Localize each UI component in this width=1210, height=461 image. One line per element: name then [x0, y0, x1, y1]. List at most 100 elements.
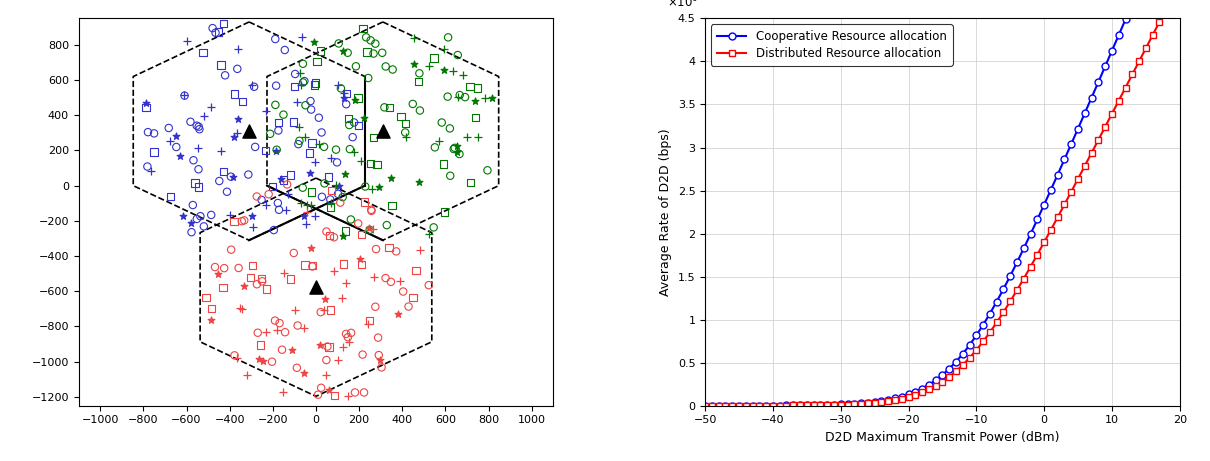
Point [438, 34, 457, 41]
Point [255, 147, 275, 154]
Point [276, 206, 295, 213]
Point [334, 343, 353, 350]
Point [321, 154, 340, 161]
Point [292, 81, 311, 89]
Point [252, 196, 271, 204]
Point [252, 274, 271, 282]
Point [243, 224, 263, 231]
Point [363, 225, 382, 232]
Point [438, 93, 457, 100]
Point [227, 129, 247, 136]
Point [306, 284, 325, 291]
Point [382, 201, 402, 209]
Point [212, 61, 231, 69]
Point [302, 139, 322, 147]
Point [476, 94, 495, 101]
Point [188, 144, 207, 152]
Point [188, 215, 207, 223]
Point [361, 160, 380, 167]
Point [240, 127, 259, 135]
Point [175, 92, 195, 99]
Point [483, 95, 502, 102]
Point [209, 177, 229, 185]
Point [378, 221, 397, 229]
Point [321, 306, 340, 313]
Point [138, 129, 157, 136]
Point [242, 82, 261, 89]
Point [348, 94, 368, 101]
Point [221, 246, 241, 254]
Point [194, 112, 213, 120]
Point [296, 208, 316, 216]
Point [329, 182, 348, 189]
Point [225, 133, 244, 141]
Point [341, 329, 361, 337]
Point [214, 167, 234, 175]
Point [433, 160, 453, 168]
Point [138, 163, 157, 170]
Point [188, 122, 207, 130]
Point [329, 40, 348, 47]
Point [346, 63, 365, 70]
Point [269, 118, 288, 126]
Point [449, 93, 468, 100]
Point [365, 303, 385, 310]
Point [311, 308, 330, 316]
Point [191, 213, 211, 220]
Point [302, 263, 322, 270]
Point [215, 71, 235, 79]
Point [281, 275, 300, 283]
Point [334, 89, 353, 96]
Point [373, 127, 392, 135]
Point [324, 391, 344, 399]
Point [284, 83, 304, 90]
Point [144, 130, 163, 137]
Point [424, 224, 443, 231]
Point [371, 364, 391, 371]
Point [381, 174, 401, 182]
Point [202, 305, 221, 313]
Point [190, 125, 209, 133]
Point [194, 49, 213, 56]
Point [307, 58, 327, 65]
Point [265, 317, 284, 324]
Point [460, 83, 479, 90]
Point [247, 281, 266, 288]
Point [235, 217, 254, 224]
Point [434, 45, 454, 53]
Point [229, 264, 248, 272]
Point [167, 143, 186, 151]
Point [373, 49, 392, 57]
Point [185, 179, 204, 187]
Point [321, 232, 340, 239]
Point [300, 169, 319, 176]
Point [232, 98, 252, 105]
Point [455, 94, 474, 101]
Point [292, 200, 311, 207]
Cooperative Resource allocation [874, 398, 888, 404]
Point [275, 46, 294, 53]
Point [328, 190, 347, 198]
Point [336, 227, 356, 235]
Point [273, 389, 293, 396]
Point [237, 372, 257, 379]
Point [353, 25, 373, 32]
Point [324, 234, 344, 241]
Point [277, 181, 296, 188]
Point [273, 177, 293, 184]
Point [294, 369, 313, 377]
Point [390, 277, 409, 284]
Point [257, 202, 276, 209]
Point [273, 111, 293, 118]
Distributed Resource allocation [834, 402, 848, 408]
Point [293, 60, 312, 67]
Point [305, 158, 324, 165]
Point [272, 346, 292, 354]
Point [448, 143, 467, 150]
Point [232, 218, 252, 225]
Point [208, 270, 227, 278]
Point [201, 316, 220, 324]
Point [329, 82, 348, 89]
Point [322, 199, 341, 207]
Point [264, 226, 283, 234]
